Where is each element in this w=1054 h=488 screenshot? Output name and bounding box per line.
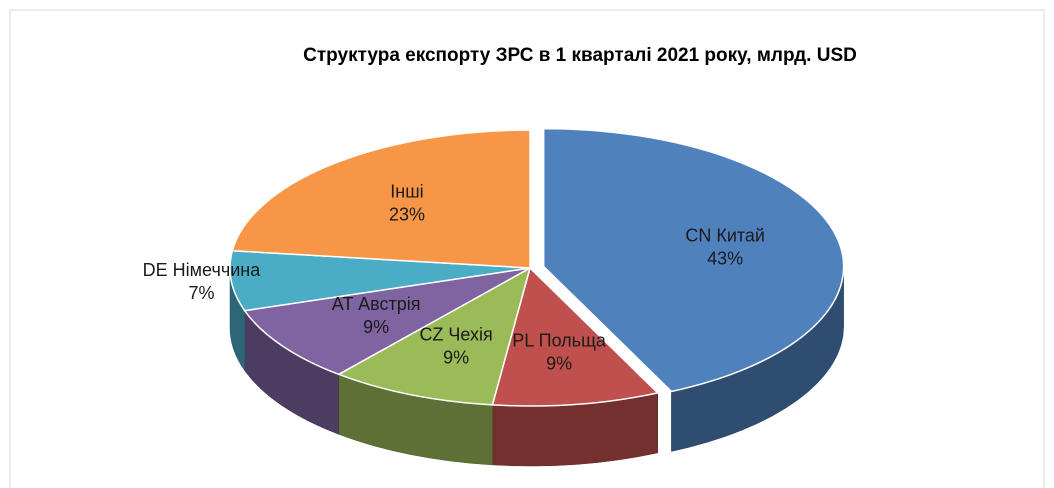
pie-slice bbox=[491, 266, 660, 407]
slice-value-label: 9% bbox=[363, 317, 389, 337]
pie-slice bbox=[243, 267, 531, 376]
pie-slice bbox=[542, 127, 845, 393]
slice-value-label: 23% bbox=[389, 205, 425, 225]
slice-label: CN Китай bbox=[685, 226, 765, 246]
slice-value-label: 9% bbox=[546, 353, 572, 373]
slice-value-label: 9% bbox=[443, 347, 469, 367]
pie-slice bbox=[229, 249, 531, 312]
chart-title: Структура експорту ЗРС в 1 кварталі 2021… bbox=[303, 45, 857, 66]
slice-label: PL Польща bbox=[512, 330, 607, 350]
pie-slice bbox=[336, 266, 532, 406]
slice-value-label: 43% bbox=[707, 249, 743, 269]
slice-label: AT Австрія bbox=[332, 294, 421, 314]
slice-label: CZ Чехія bbox=[419, 324, 492, 344]
slice-value-label: 7% bbox=[188, 283, 214, 303]
chart-frame bbox=[9, 9, 1045, 488]
pie-slice bbox=[231, 129, 531, 269]
slice-label: Інші bbox=[390, 182, 423, 202]
slice-label: DE Німеччина bbox=[143, 260, 262, 280]
